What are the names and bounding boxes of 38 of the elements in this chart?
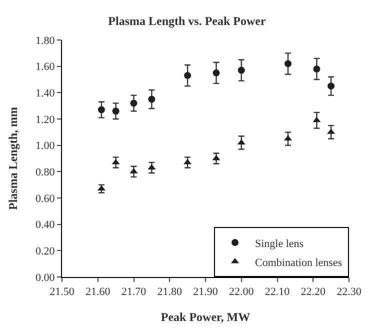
y-tick-label: 1.20 <box>36 114 56 126</box>
point <box>98 106 105 114</box>
y-tick-label: 0.60 <box>36 192 56 205</box>
point <box>112 108 120 115</box>
point <box>238 66 245 74</box>
x-tick-label: 21.50 <box>50 286 75 298</box>
y-tick-label: 0.20 <box>36 246 56 258</box>
point <box>184 72 192 80</box>
y-axis-title: Plasma Length, mm <box>6 107 20 210</box>
x-tick-label: 22.00 <box>229 286 254 298</box>
point <box>97 185 106 191</box>
point <box>130 100 138 107</box>
point <box>212 69 220 76</box>
x-tick-label: 22.20 <box>300 286 326 298</box>
legend-label: Combination lenses <box>255 256 342 269</box>
x-axis-title: Peak Power, MW <box>160 310 250 324</box>
y-tick-label: 0.00 <box>36 272 56 284</box>
y-tick-label: 1.40 <box>36 88 56 100</box>
x-tick-label: 22.10 <box>264 286 290 298</box>
y-tick-label: 1.80 <box>36 34 56 47</box>
y-tick-label: 0.40 <box>36 219 56 232</box>
point <box>284 60 292 68</box>
y-tick-label: 0.80 <box>36 166 56 179</box>
x-tick-label: 21.60 <box>86 286 111 298</box>
point <box>328 82 335 90</box>
y-tick-label: 1.60 <box>36 61 56 74</box>
point <box>184 158 192 164</box>
point <box>312 116 321 122</box>
point <box>112 158 120 164</box>
x-tick-label: 21.90 <box>193 286 218 298</box>
x-tick-label: 21.70 <box>121 286 147 298</box>
point <box>148 96 156 103</box>
x-tick-label: 22.30 <box>336 286 362 298</box>
y-tick-label: 1.00 <box>36 140 56 152</box>
x-tick-label: 21.80 <box>157 286 183 298</box>
legend-label: Single lens <box>255 238 304 250</box>
chart-title: Plasma Length vs. Peak Power <box>108 14 266 28</box>
point <box>313 65 320 72</box>
